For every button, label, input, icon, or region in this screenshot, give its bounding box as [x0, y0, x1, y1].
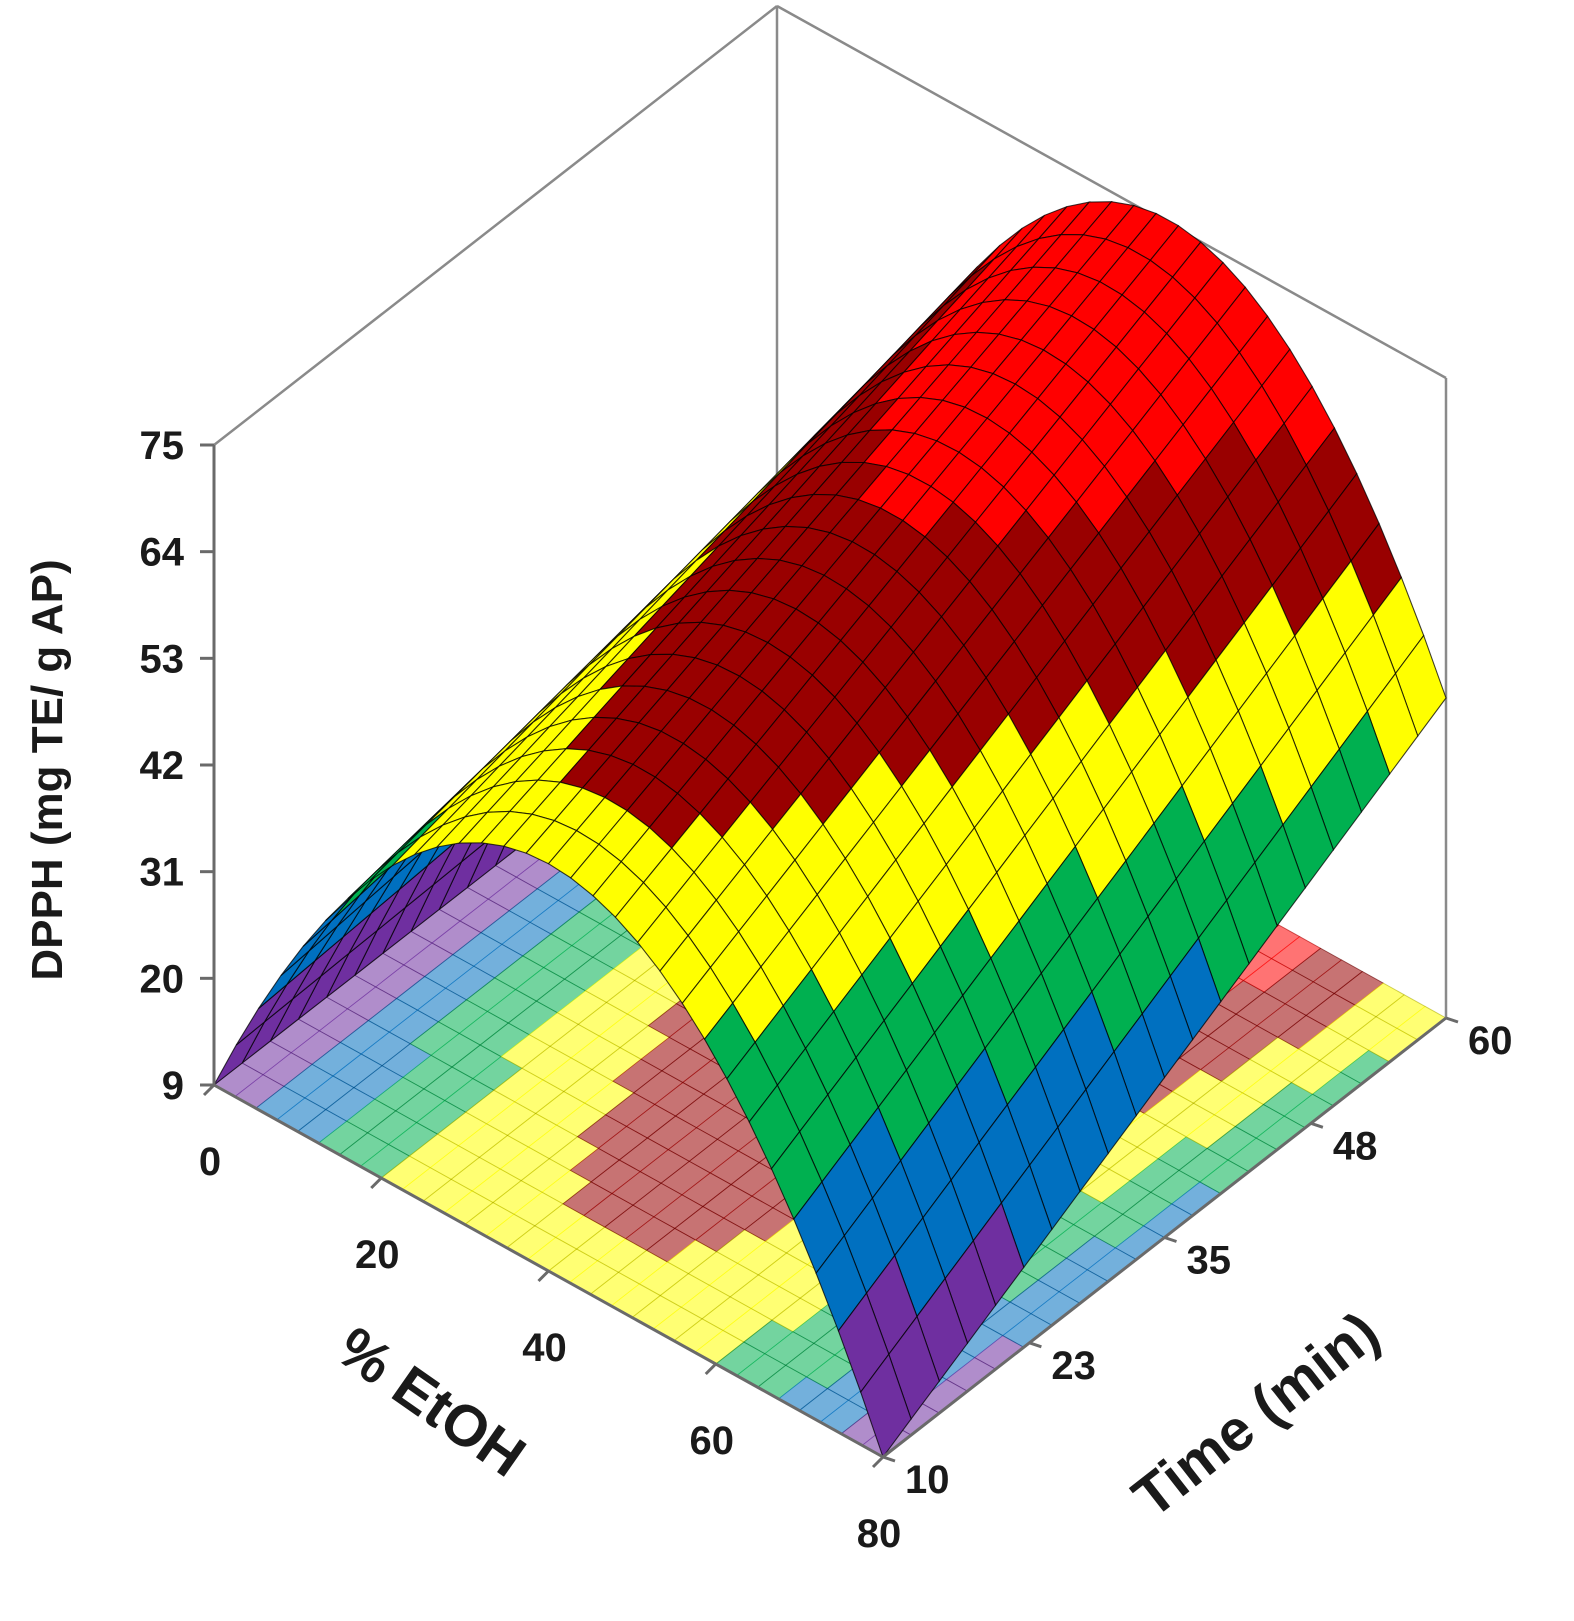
y-tick-mark: [1310, 1121, 1324, 1129]
z-tick-label: 42: [140, 744, 185, 788]
y-tick-label: 23: [1051, 1344, 1096, 1388]
z-tick-label: 53: [140, 637, 185, 681]
x-tick-mark: [537, 1269, 550, 1283]
z-axis-title: DPPH (mg TE/ g AP): [23, 559, 72, 980]
y-tick-label: 60: [1468, 1019, 1513, 1063]
z-tick-label: 20: [140, 957, 185, 1001]
x-tick-label: 0: [199, 1140, 221, 1184]
y-tick-label: 48: [1333, 1124, 1378, 1168]
y-tick-label: 35: [1187, 1239, 1232, 1283]
x-tick-mark: [704, 1362, 717, 1376]
x-tick-label: 60: [690, 1419, 735, 1463]
y-tick-label: 10: [905, 1458, 950, 1502]
z-tick-label: 9: [162, 1064, 184, 1108]
x-tick-label: 80: [857, 1512, 902, 1556]
y-tick-mark: [1164, 1236, 1177, 1243]
x-tick-mark: [871, 1455, 885, 1469]
frame-edge: [776, 4, 1447, 380]
floor-grid-line: [241, 1062, 912, 1436]
y-tick-mark: [882, 1455, 896, 1463]
response-surface: [213, 201, 1447, 1459]
x-axis-title: % EtOH: [325, 1314, 537, 1489]
x-axis-ticks: 0 20 40 60 80: [199, 1083, 902, 1556]
z-tick-label: 31: [140, 851, 185, 895]
x-tick-label: 40: [522, 1326, 567, 1370]
floor-grid-line: [270, 1040, 940, 1414]
z-tick-label: 64: [140, 531, 185, 575]
y-axis-ticks: 10 23 35 48 60: [882, 1016, 1513, 1502]
y-tick-mark: [1028, 1341, 1042, 1349]
x-tick-mark: [202, 1083, 216, 1097]
y-tick-mark: [1445, 1016, 1459, 1024]
z-axis-ticks: 9 20 31 42 53 64 75: [140, 424, 214, 1108]
x-tick-label: 20: [355, 1233, 400, 1277]
surface-cell: [860, 1353, 912, 1459]
x-tick-mark: [370, 1176, 383, 1190]
y-axis-title: Time (min): [1121, 1299, 1391, 1530]
z-tick-label: 75: [140, 424, 185, 468]
frame-edge: [213, 5, 778, 446]
